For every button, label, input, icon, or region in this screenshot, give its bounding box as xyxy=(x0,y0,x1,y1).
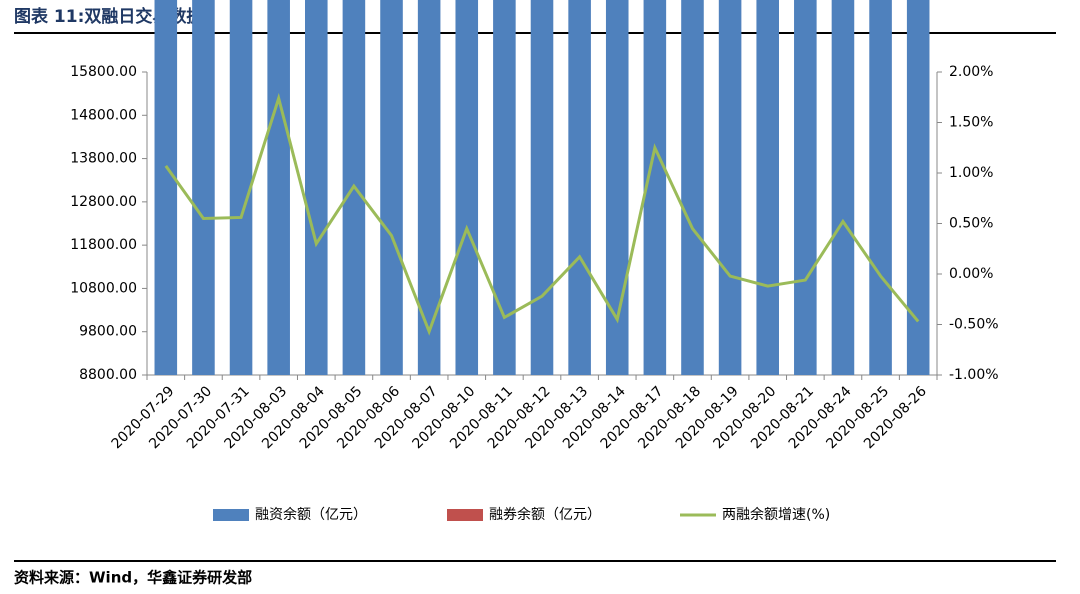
y-tick-label: 9800.00 xyxy=(79,324,137,340)
bar xyxy=(530,0,554,375)
bar xyxy=(568,0,591,375)
y2-tick-label: 2.00% xyxy=(949,64,993,80)
bar xyxy=(455,0,479,376)
line-series xyxy=(164,92,920,336)
y2-tick-label: -0.50% xyxy=(949,317,999,333)
bar xyxy=(681,0,704,375)
bar xyxy=(305,0,328,375)
y-tick-label: 11800.00 xyxy=(70,237,137,253)
bar xyxy=(493,0,516,375)
y-tick-label: 13800.00 xyxy=(70,151,137,167)
legend-label: 融券余额（亿元） xyxy=(489,506,601,523)
bar xyxy=(794,0,817,375)
y-tick-label: 10800.00 xyxy=(70,280,137,296)
source: 资料来源：Wind，华鑫证券研发部 xyxy=(14,569,252,587)
bar xyxy=(906,0,930,375)
bar xyxy=(192,0,215,375)
legend-label: 两融余额增速(%) xyxy=(722,506,830,523)
bar xyxy=(154,0,178,376)
bar xyxy=(756,0,779,375)
y2-tick-label: 1.50% xyxy=(949,115,993,131)
legend-swatch xyxy=(447,509,483,521)
bar xyxy=(869,0,892,376)
bar xyxy=(229,0,253,375)
y-tick-label: 12800.00 xyxy=(70,194,137,210)
y-tick-label: 8800.00 xyxy=(79,367,137,383)
y2-tick-label: 1.00% xyxy=(949,165,993,181)
legend-swatch xyxy=(213,509,249,521)
y2-tick-label: 0.50% xyxy=(949,216,993,232)
y-tick-label: 15800.00 xyxy=(70,64,137,80)
y-tick-label: 14800.00 xyxy=(70,107,137,123)
y2-tick-label: 0.00% xyxy=(949,266,993,282)
bar xyxy=(718,0,742,375)
bar xyxy=(267,0,290,375)
bar xyxy=(605,0,629,375)
bar xyxy=(831,0,855,376)
y2-tick-label: -1.00% xyxy=(949,367,999,383)
bar xyxy=(417,0,441,376)
bar xyxy=(643,0,667,375)
legend-label: 融资余额（亿元） xyxy=(255,506,367,523)
bar xyxy=(380,0,403,375)
